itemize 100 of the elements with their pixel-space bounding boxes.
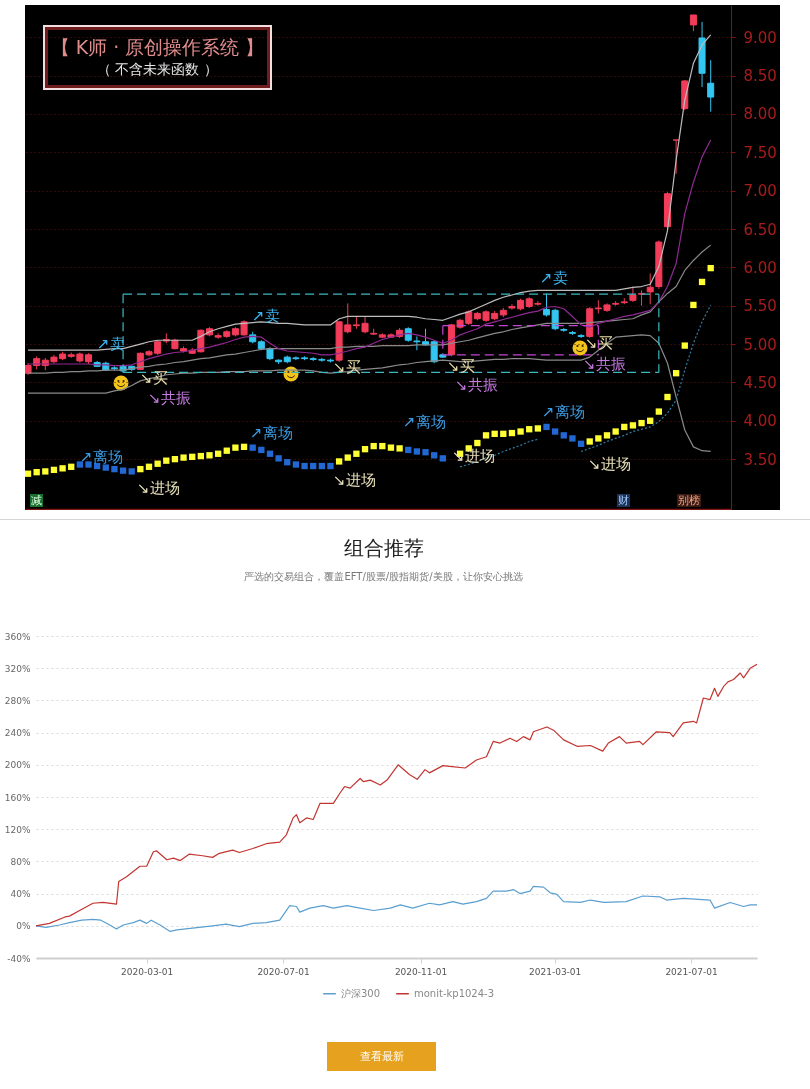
- annotation: ↗卖: [540, 269, 568, 287]
- point: [526, 426, 533, 433]
- y-tick-label: 160%: [4, 792, 31, 803]
- point: [569, 435, 576, 442]
- y-tick-label: 280%: [4, 695, 31, 706]
- line-series: [35, 885, 758, 933]
- point: [145, 463, 153, 470]
- point: [603, 432, 611, 439]
- annotation: ↘进场: [588, 455, 631, 473]
- y-tick-label: 40%: [10, 889, 31, 900]
- point: [698, 278, 706, 286]
- point: [387, 444, 395, 451]
- point: [500, 430, 507, 437]
- candlestick: [646, 272, 654, 305]
- point: [232, 444, 239, 451]
- point: [68, 463, 75, 470]
- button[interactable]: 查看最新: [327, 1042, 436, 1071]
- y-tick-label: 5.50: [743, 297, 777, 316]
- point: [59, 465, 66, 472]
- point: [379, 442, 386, 450]
- point: [413, 448, 421, 455]
- candlestick: [577, 333, 585, 339]
- annotation: ↘进场: [333, 471, 376, 489]
- annotation: ↘共振: [583, 355, 626, 373]
- point: [534, 425, 542, 432]
- y-tick-label: 4.00: [743, 412, 777, 431]
- point: [25, 470, 32, 477]
- point: [422, 449, 429, 456]
- annotation: ↘买: [140, 369, 168, 387]
- point: [301, 462, 308, 470]
- x-tick-label: 2020-11-01: [394, 966, 448, 977]
- y-tick-label: 200%: [4, 760, 31, 771]
- point: [681, 342, 688, 349]
- point: [292, 461, 300, 468]
- point: [707, 264, 714, 272]
- point: [163, 457, 170, 464]
- point: [647, 417, 654, 424]
- point: [474, 439, 481, 447]
- annotation: ↘进场: [452, 447, 495, 465]
- point: [396, 445, 403, 452]
- point: [560, 432, 567, 439]
- point: [258, 446, 265, 454]
- point: [672, 370, 680, 377]
- point: [137, 465, 144, 473]
- annotation: 减: [30, 494, 43, 507]
- annotation: ↘共振: [148, 389, 191, 407]
- x-tick-label: 2021-03-01: [529, 966, 582, 977]
- point: [206, 452, 213, 459]
- point: [327, 462, 334, 470]
- point: [491, 430, 498, 437]
- point: [543, 423, 550, 431]
- y-tick-label: 6.50: [743, 220, 777, 239]
- annotation: 别榜: [677, 494, 701, 507]
- point: [431, 452, 438, 459]
- y-tick-label: 8.00: [743, 105, 777, 124]
- y-tick-label: 7.50: [743, 143, 777, 162]
- y-tick-label: 320%: [4, 663, 31, 674]
- point: [310, 462, 317, 470]
- point: [664, 393, 671, 401]
- point: [318, 462, 325, 470]
- annotation: ↗卖: [252, 307, 280, 325]
- legend-label: 沪深300: [341, 987, 381, 999]
- point: [154, 460, 161, 467]
- x-tick-label: 2021-07-01: [665, 966, 718, 977]
- point: [119, 467, 127, 474]
- point: [128, 468, 135, 475]
- candlestick: [707, 59, 715, 113]
- point: [344, 454, 351, 461]
- point: [189, 453, 196, 460]
- point: [439, 455, 446, 462]
- annotation: ↘进场: [137, 479, 180, 497]
- annotation: ↘共振: [455, 376, 498, 394]
- point: [335, 458, 343, 465]
- annotation: 财: [617, 494, 630, 507]
- point: [551, 428, 559, 435]
- chart-title: 组合推荐: [343, 536, 424, 560]
- point: [102, 464, 109, 471]
- point: [180, 454, 187, 461]
- point: [690, 301, 697, 309]
- point: [284, 459, 291, 466]
- point: [629, 422, 637, 429]
- y-tick-label: 3.50: [743, 450, 777, 469]
- y-tick-label: 360%: [4, 631, 31, 642]
- x-tick-label: 2020-07-01: [257, 966, 310, 977]
- point: [577, 440, 585, 447]
- y-tick-label: 4.50: [743, 373, 777, 392]
- point: [612, 428, 619, 435]
- point: [240, 443, 248, 451]
- annotation: ↗离场: [542, 403, 585, 421]
- annotation: ↘买: [447, 357, 475, 375]
- y-tick-label: 9.00: [743, 28, 777, 47]
- y-tick-label: 8.50: [743, 67, 777, 86]
- line-series: [35, 663, 758, 927]
- point: [353, 450, 360, 457]
- point: [361, 446, 369, 453]
- y-tick-label: 0%: [16, 921, 31, 932]
- point: [621, 423, 628, 431]
- y-tick-label: 120%: [4, 824, 31, 835]
- y-tick-label: -40%: [7, 953, 31, 964]
- point: [638, 419, 645, 427]
